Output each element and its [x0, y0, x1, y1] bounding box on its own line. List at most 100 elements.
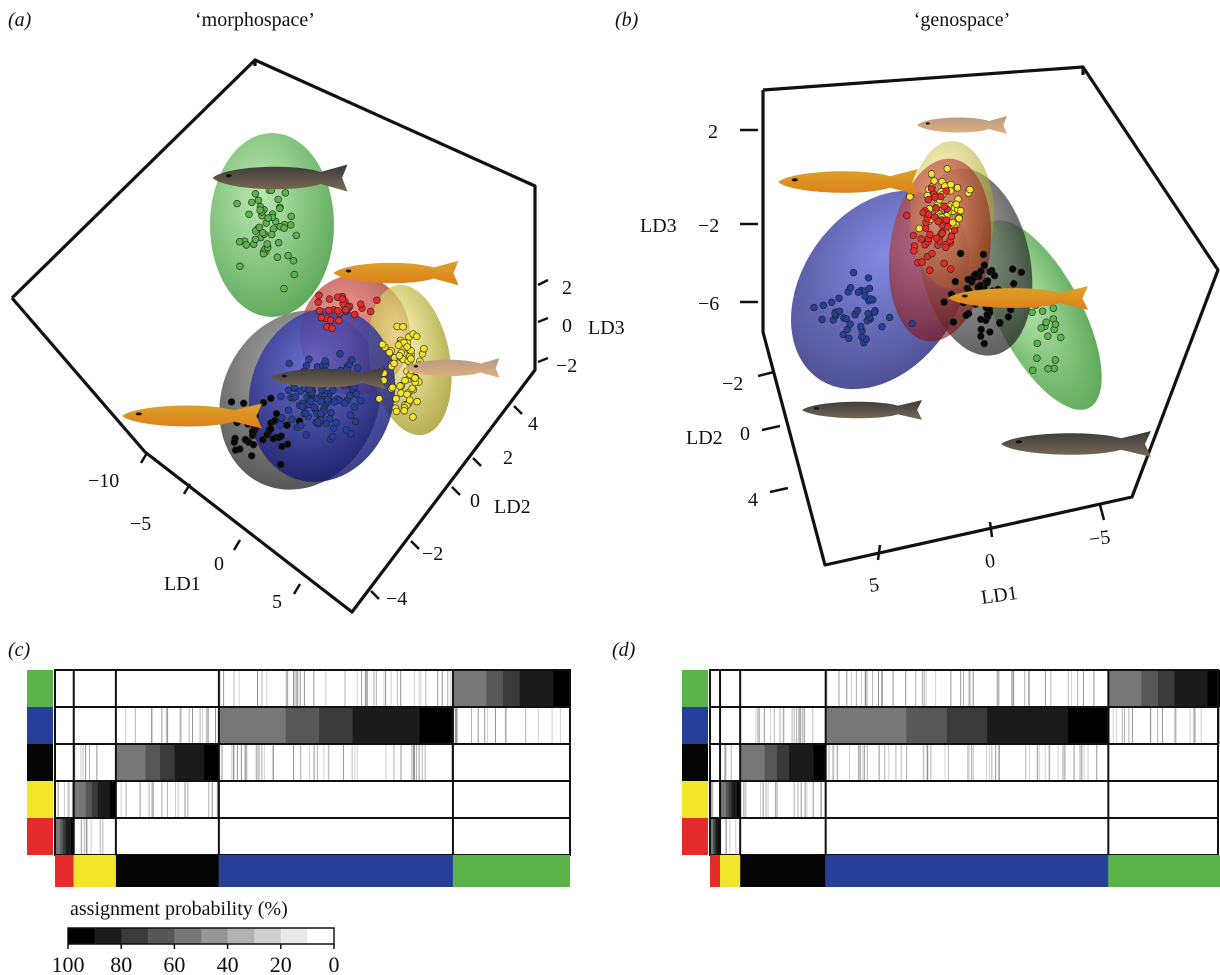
point-black [1017, 268, 1026, 276]
heatmap-cell [1157, 670, 1175, 707]
legend-swatch [254, 928, 282, 944]
heatmap-stripe [900, 744, 902, 781]
ld2-tick-label: 4 [528, 413, 538, 435]
heatmap-stripe [90, 818, 92, 855]
heatmap-stripe [180, 707, 182, 744]
heatmap-stripe [998, 670, 1000, 707]
heatmap-stripe [1029, 670, 1031, 707]
heatmap-cell [103, 781, 111, 818]
heatmap-stripe [1082, 670, 1084, 707]
point-blue [317, 409, 325, 418]
point-yellow [397, 389, 405, 397]
heatmap-stripe [293, 744, 294, 781]
point-green [290, 270, 299, 279]
point-green [263, 240, 271, 248]
point-green [1037, 324, 1045, 332]
heatmap-stripe [895, 744, 897, 781]
point-yellow [394, 341, 403, 349]
point-yellow [413, 397, 421, 406]
heatmap-cell [218, 707, 253, 744]
heatmap-stripe [856, 670, 857, 707]
legend-border [67, 927, 335, 945]
panel-b-label: (b) [615, 9, 639, 31]
heatmap-stripe [793, 707, 795, 744]
heatmap-cell [503, 670, 521, 707]
heatmap-cell [725, 781, 730, 818]
ellipse-green [210, 133, 334, 317]
heatmap-stripe [246, 744, 248, 781]
heatmap-stripe [1087, 744, 1089, 781]
point-blue [329, 386, 337, 395]
heatmap-stripe [96, 744, 98, 781]
point-blue [846, 283, 855, 292]
heatmap-stripe [165, 707, 167, 744]
point-yellow [409, 413, 417, 421]
point-green [256, 206, 264, 214]
point-green [289, 257, 298, 265]
point-blue [870, 308, 879, 316]
point-black [231, 446, 240, 454]
fish-image [778, 169, 918, 195]
heatmap-stripe [1194, 707, 1196, 744]
point-yellow [420, 345, 428, 353]
heatmap-stripe [177, 781, 179, 818]
heatmap-stripe [484, 707, 486, 744]
heatmap-cell [109, 781, 117, 818]
heatmap-stripe [1150, 707, 1152, 744]
heatmap-stripe [1013, 670, 1015, 707]
heatmap-stripe [998, 744, 1000, 781]
point-blue [321, 357, 329, 365]
heatmap-stripe [233, 670, 235, 707]
legend-ticks: 100 80 60 40 20 0 [52, 944, 340, 975]
heatmap-stripe [797, 781, 799, 818]
heatmap-stripe [944, 744, 946, 781]
heatmap-stripe [806, 781, 808, 818]
heatmap-stripe [1128, 707, 1130, 744]
group-bar-green [452, 855, 570, 887]
ld3-axis-label: LD3 [640, 215, 677, 237]
heatmap-stripe [863, 744, 865, 781]
point-red [315, 307, 324, 315]
heatmap-stripe [969, 670, 971, 707]
point-blue [322, 420, 331, 428]
point-blue [347, 411, 355, 419]
heatmap-stripe [793, 781, 795, 818]
ld1-tick-label: −10 [88, 470, 119, 492]
point-black [267, 394, 275, 402]
assignment-heatmap-c [27, 669, 571, 887]
row-color-yellow [27, 781, 53, 818]
heatmap-stripe [451, 744, 453, 781]
heatmap-stripe [888, 744, 890, 781]
heatmap-stripe [390, 670, 392, 707]
point-green [1051, 356, 1060, 364]
heatmap-stripe [400, 670, 402, 707]
point-yellow [955, 214, 963, 223]
heatmap-stripe [765, 781, 767, 818]
heatmap-stripe [139, 781, 141, 818]
ld2-tick-label: 4 [748, 489, 758, 511]
heatmap-stripe [351, 744, 353, 781]
point-blue [908, 319, 916, 328]
heatmap-row [55, 781, 570, 818]
point-blue [336, 350, 344, 358]
point-blue [297, 421, 305, 430]
heatmap-stripe [327, 744, 329, 781]
heatmap-cell [1141, 670, 1159, 707]
point-blue [864, 274, 873, 282]
heatmap-stripe [344, 670, 346, 707]
heatmap-stripe [175, 781, 176, 818]
heatmap-stripe [272, 744, 274, 781]
heatmap-stripe [316, 744, 318, 781]
heatmap-stripe [712, 781, 714, 818]
heatmap-stripe [927, 744, 929, 781]
point-blue [864, 309, 872, 318]
heatmap-stripe [881, 670, 883, 707]
point-blue [332, 419, 340, 427]
point-green [245, 210, 253, 219]
heatmap-cell [419, 707, 454, 744]
fish-image [1001, 431, 1151, 457]
heatmap-cell [452, 670, 471, 707]
point-blue [302, 431, 311, 439]
ld3-tick-label: 2 [562, 277, 572, 299]
point-yellow [956, 207, 965, 215]
